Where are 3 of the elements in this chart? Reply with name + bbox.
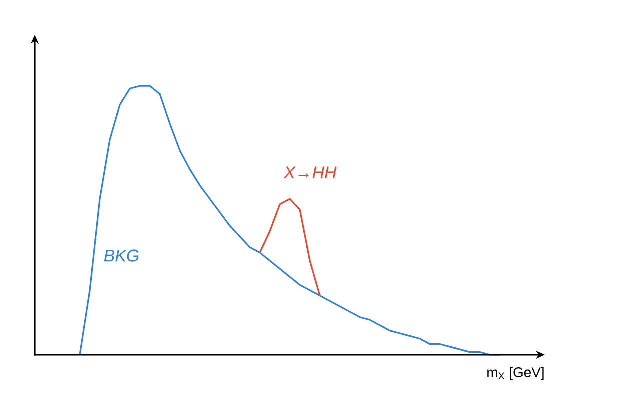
series-label: BKG [104, 250, 139, 262]
series-label: X→HH [284, 166, 337, 178]
x-axis-title: m$_{X}$ [GeV] [488, 367, 544, 380]
